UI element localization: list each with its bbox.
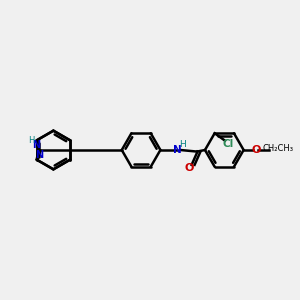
Text: N: N bbox=[35, 150, 43, 160]
Text: N: N bbox=[173, 145, 182, 155]
Text: H: H bbox=[179, 140, 185, 149]
Text: H: H bbox=[28, 136, 34, 146]
Text: CH₂CH₃: CH₂CH₃ bbox=[262, 144, 293, 153]
Text: N: N bbox=[32, 140, 40, 150]
Text: Cl: Cl bbox=[222, 139, 234, 149]
Text: O: O bbox=[251, 145, 261, 155]
Text: O: O bbox=[184, 164, 194, 173]
